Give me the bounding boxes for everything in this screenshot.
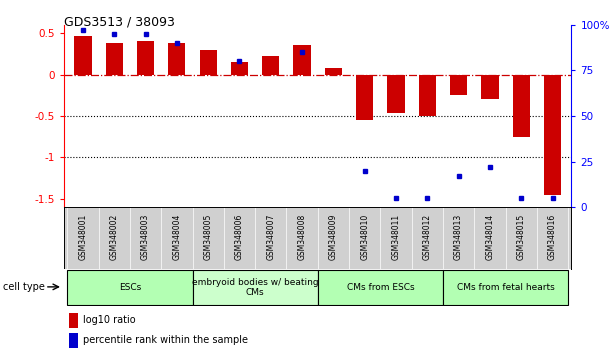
- Text: percentile rank within the sample: percentile rank within the sample: [84, 335, 249, 345]
- Text: GDS3513 / 38093: GDS3513 / 38093: [64, 16, 175, 29]
- Bar: [293, 46, 310, 74]
- Text: GSM348015: GSM348015: [517, 214, 525, 260]
- Bar: [192, 270, 318, 306]
- Text: GSM348008: GSM348008: [298, 214, 307, 260]
- Bar: [481, 74, 499, 99]
- Bar: [513, 74, 530, 137]
- Text: GSM348003: GSM348003: [141, 213, 150, 260]
- Text: ESCs: ESCs: [119, 283, 141, 292]
- Bar: [168, 43, 186, 74]
- Bar: [67, 270, 192, 306]
- Text: GSM348007: GSM348007: [266, 213, 276, 260]
- Bar: [443, 270, 568, 306]
- Text: GSM348004: GSM348004: [172, 213, 181, 260]
- Text: GSM348014: GSM348014: [485, 214, 494, 260]
- Text: GSM348002: GSM348002: [110, 214, 119, 260]
- Bar: [318, 270, 443, 306]
- Text: GSM348016: GSM348016: [548, 214, 557, 260]
- Text: GSM348005: GSM348005: [203, 213, 213, 260]
- Text: GSM348013: GSM348013: [454, 214, 463, 260]
- Bar: [69, 313, 78, 328]
- Bar: [75, 36, 92, 74]
- Bar: [69, 332, 78, 348]
- Text: CMs from ESCs: CMs from ESCs: [346, 283, 414, 292]
- Text: log10 ratio: log10 ratio: [84, 315, 136, 325]
- Bar: [544, 74, 561, 195]
- Text: CMs from fetal hearts: CMs from fetal hearts: [456, 283, 554, 292]
- Bar: [387, 74, 404, 113]
- Text: embryoid bodies w/ beating
CMs: embryoid bodies w/ beating CMs: [192, 278, 318, 297]
- Text: cell type: cell type: [3, 282, 45, 292]
- Bar: [106, 43, 123, 74]
- Bar: [419, 74, 436, 116]
- Text: GSM348012: GSM348012: [423, 214, 432, 260]
- Text: GSM348010: GSM348010: [360, 214, 369, 260]
- Text: GSM348001: GSM348001: [78, 214, 87, 260]
- Text: GSM348009: GSM348009: [329, 213, 338, 260]
- Bar: [356, 74, 373, 120]
- Text: GSM348006: GSM348006: [235, 213, 244, 260]
- Bar: [262, 56, 279, 74]
- Bar: [450, 74, 467, 95]
- Text: GSM348011: GSM348011: [392, 214, 400, 260]
- Bar: [200, 50, 217, 74]
- Bar: [231, 62, 248, 74]
- Bar: [325, 68, 342, 74]
- Bar: [137, 41, 154, 74]
